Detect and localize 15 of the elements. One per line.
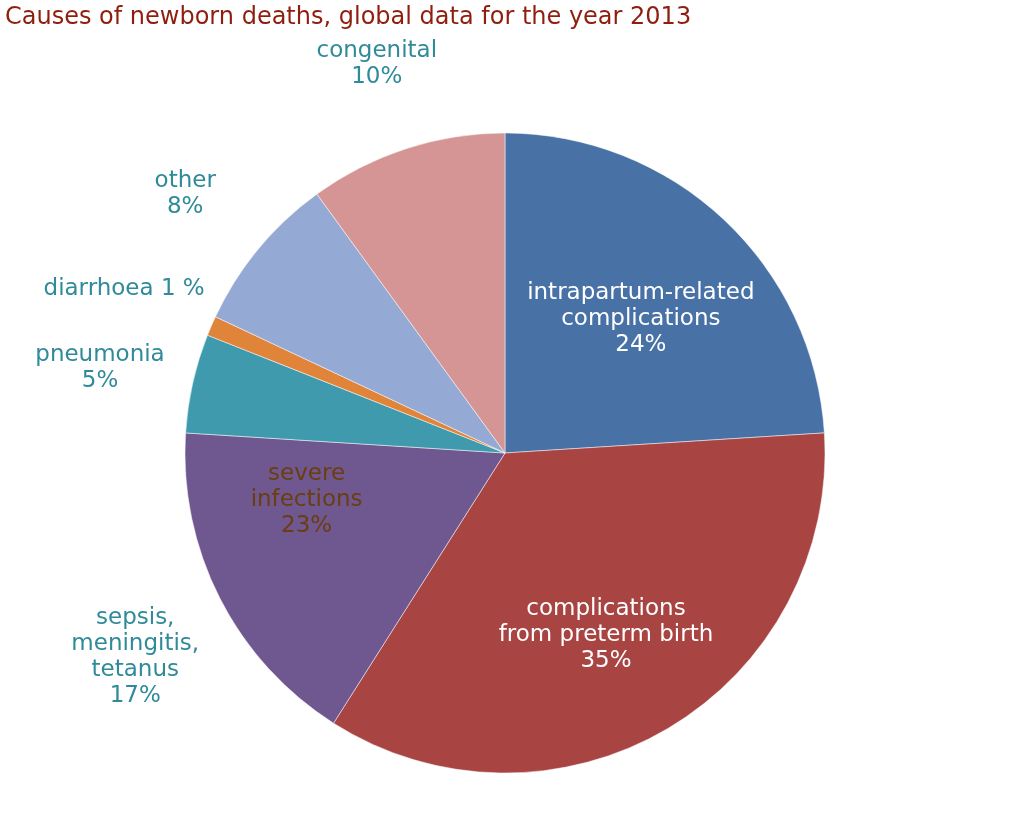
slice-label: other xyxy=(154,166,217,193)
text: severe infections 23% xyxy=(250,459,363,537)
data-label: 8% xyxy=(166,192,204,219)
data-label: 5% xyxy=(81,366,119,393)
slice-label: intrapartum-related complications xyxy=(527,278,755,331)
data-label: 17% xyxy=(109,681,161,708)
slice-label: diarrhoea 1 % xyxy=(43,274,205,301)
data-label: 35% xyxy=(580,645,632,672)
slice-label: pneumonia xyxy=(35,340,165,367)
slice-label: complications from preterm birth xyxy=(498,593,714,646)
data-label: 10% xyxy=(351,62,403,89)
data-label: 24% xyxy=(615,330,667,357)
slice-label: sepsis, meningitis, tetanus xyxy=(71,603,200,682)
slice-label: congenital xyxy=(316,36,438,63)
chart-title: Causes of newborn deaths, global data for the year 2013 xyxy=(5,2,692,31)
